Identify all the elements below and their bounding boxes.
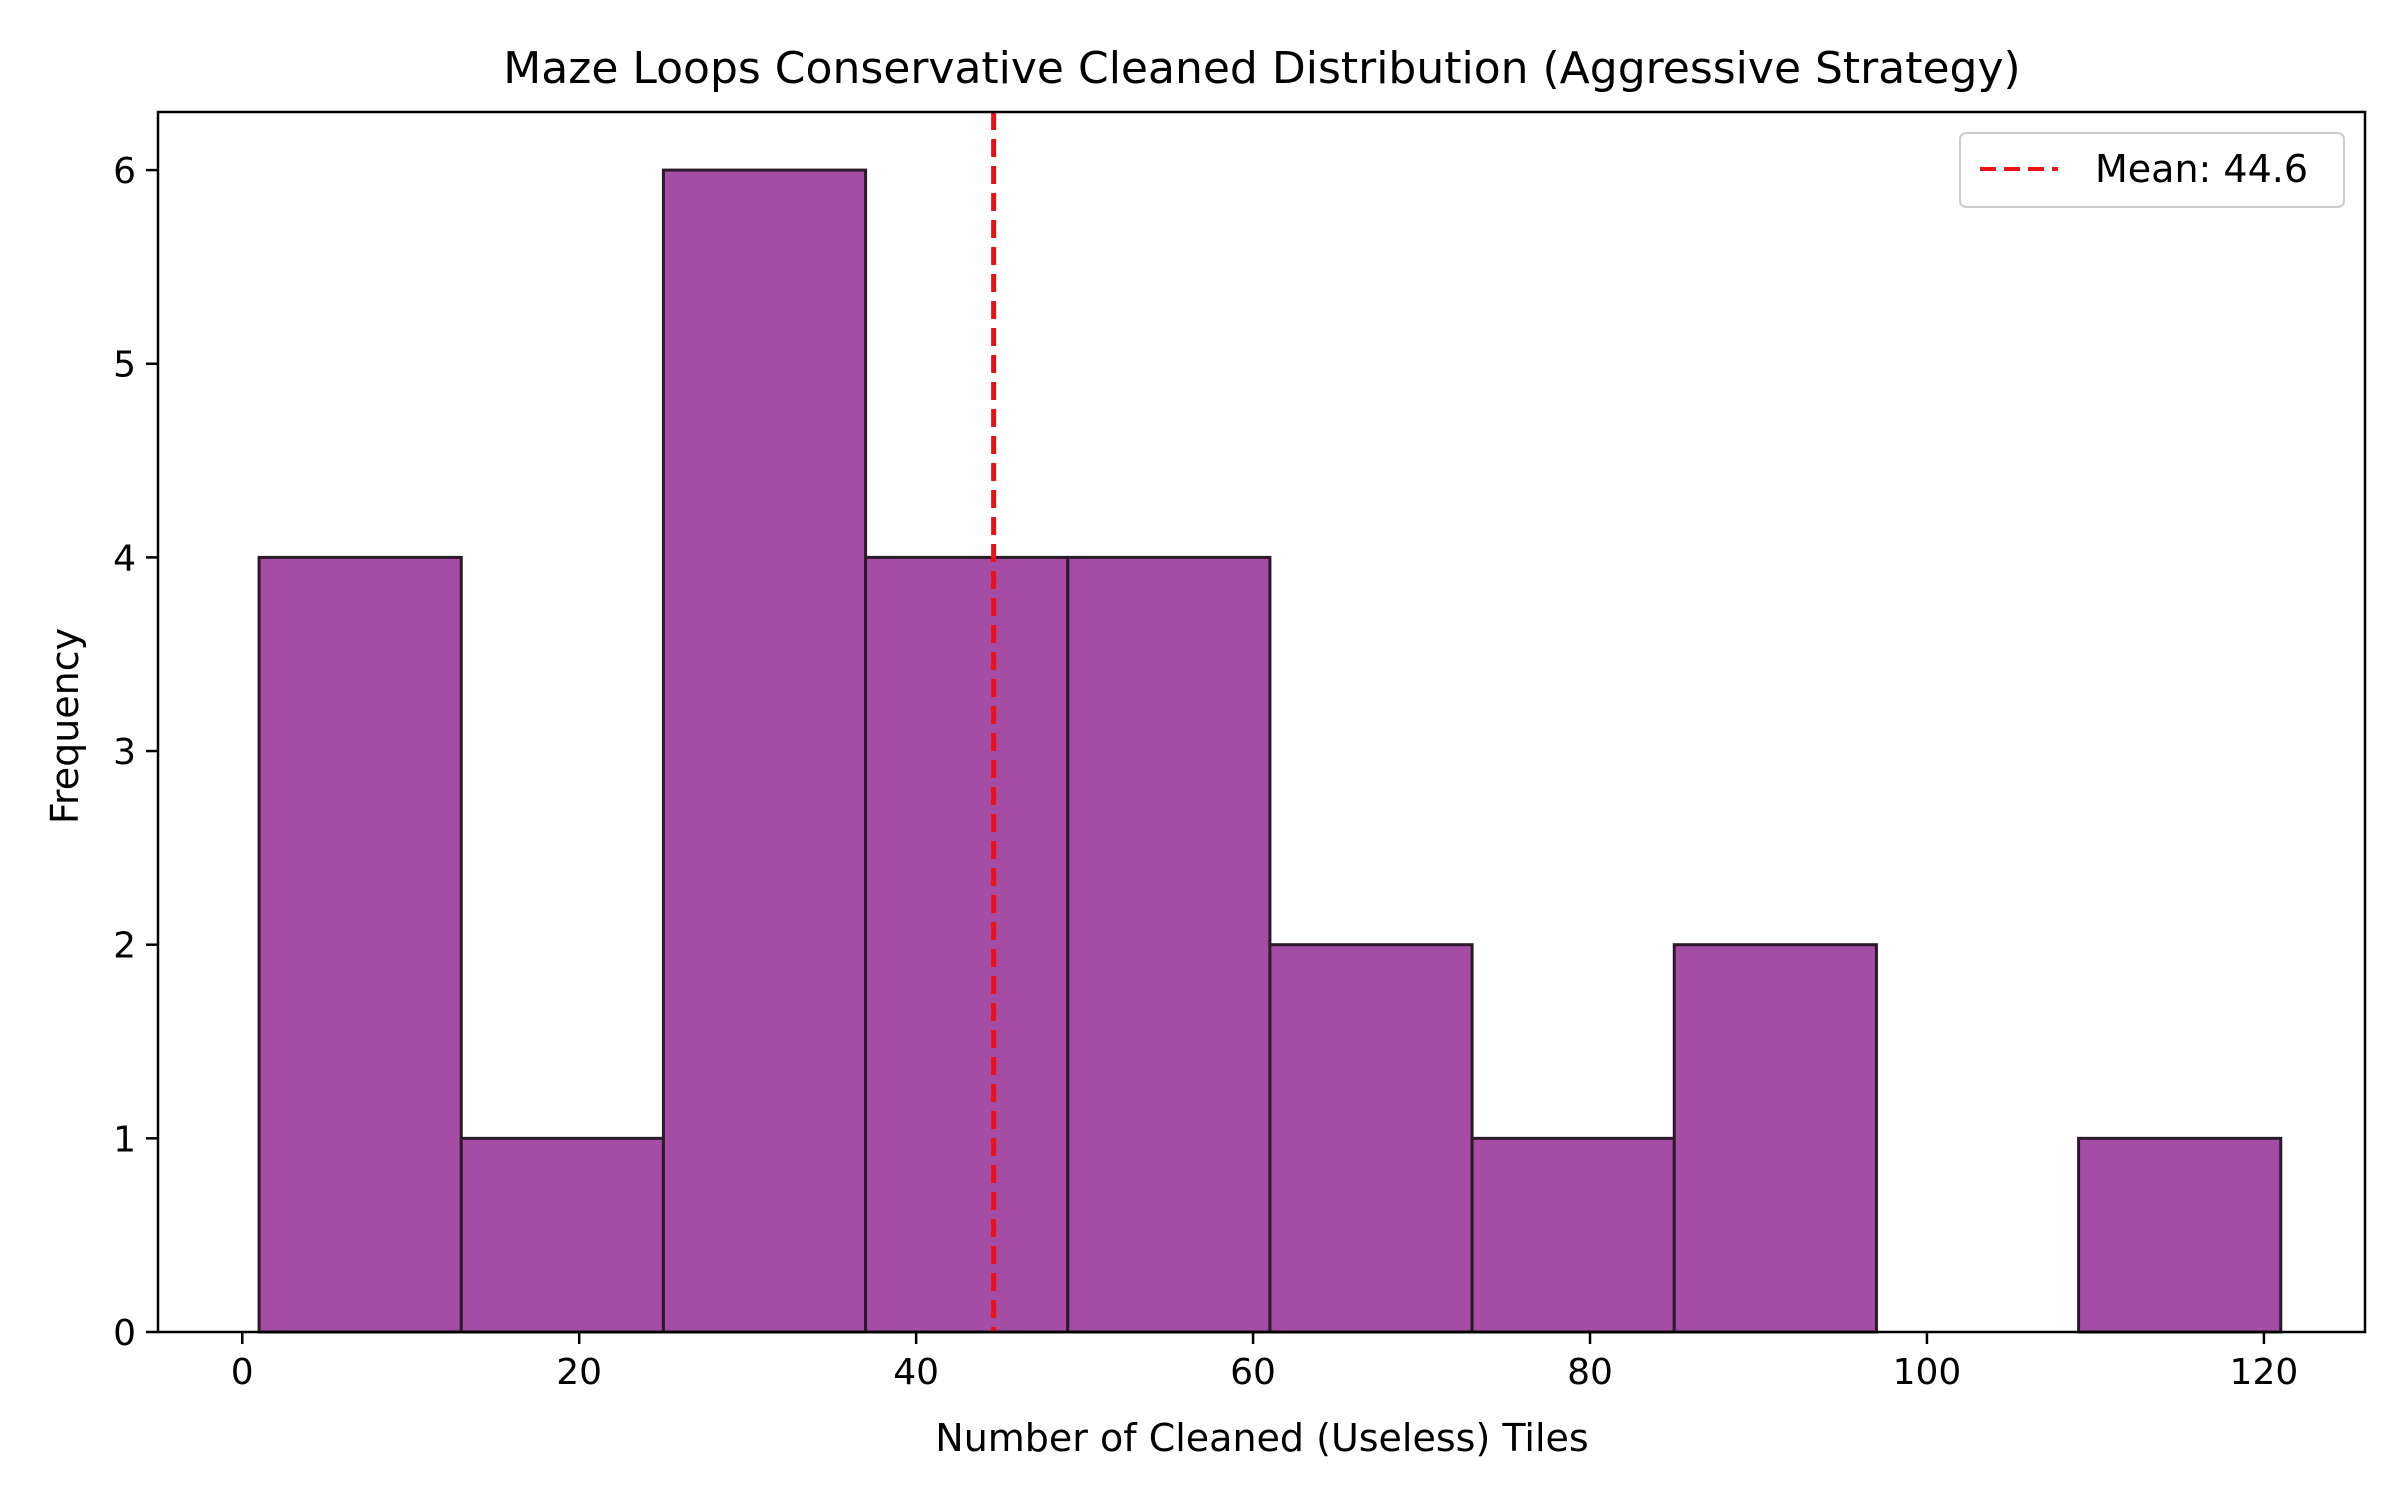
histogram-bar <box>1672 943 1878 1334</box>
histogram-bar <box>864 555 1070 1334</box>
histogram-bar <box>257 555 463 1334</box>
y-axis-ticks: 0 1 2 3 4 5 6 <box>113 151 158 1354</box>
x-tick-label: 20 <box>556 1352 602 1393</box>
x-tick-label: 40 <box>893 1352 939 1393</box>
histogram-bar <box>661 168 868 1334</box>
legend-mean-label: Mean: 44.6 <box>2095 147 2308 191</box>
histogram-bar <box>459 1136 665 1334</box>
x-tick-label: 120 <box>2230 1352 2299 1393</box>
legend: Mean: 44.6 <box>1959 132 2345 208</box>
y-tick-label: 5 <box>113 345 136 386</box>
histogram-bar <box>1066 555 1272 1334</box>
y-tick-label: 2 <box>113 926 136 967</box>
x-tick-label: 80 <box>1567 1352 1613 1393</box>
histogram-bars <box>257 168 2283 1334</box>
histogram-bar <box>1470 1136 1676 1334</box>
x-tick-label: 0 <box>231 1352 254 1393</box>
y-axis-label: Frequency <box>43 628 87 824</box>
x-tick-label: 60 <box>1230 1352 1276 1393</box>
y-tick-label: 6 <box>113 151 136 192</box>
legend-box <box>1959 132 2345 208</box>
y-tick-label: 3 <box>113 732 136 773</box>
plot-area-frame <box>156 110 2367 1334</box>
x-axis-label: Number of Cleaned (Useless) Tiles <box>935 1416 1588 1460</box>
y-tick-label: 4 <box>113 538 136 579</box>
y-tick-label: 1 <box>113 1119 136 1160</box>
x-axis-ticks: 0 20 40 60 80 100 120 <box>231 1332 2298 1393</box>
x-tick-label: 100 <box>1893 1352 1962 1393</box>
y-tick-label: 0 <box>113 1313 136 1354</box>
histogram-bar <box>2077 1136 2283 1334</box>
histogram-bar <box>1268 943 1474 1334</box>
chart-title: Maze Loops Conservative Cleaned Distribu… <box>503 43 2020 94</box>
